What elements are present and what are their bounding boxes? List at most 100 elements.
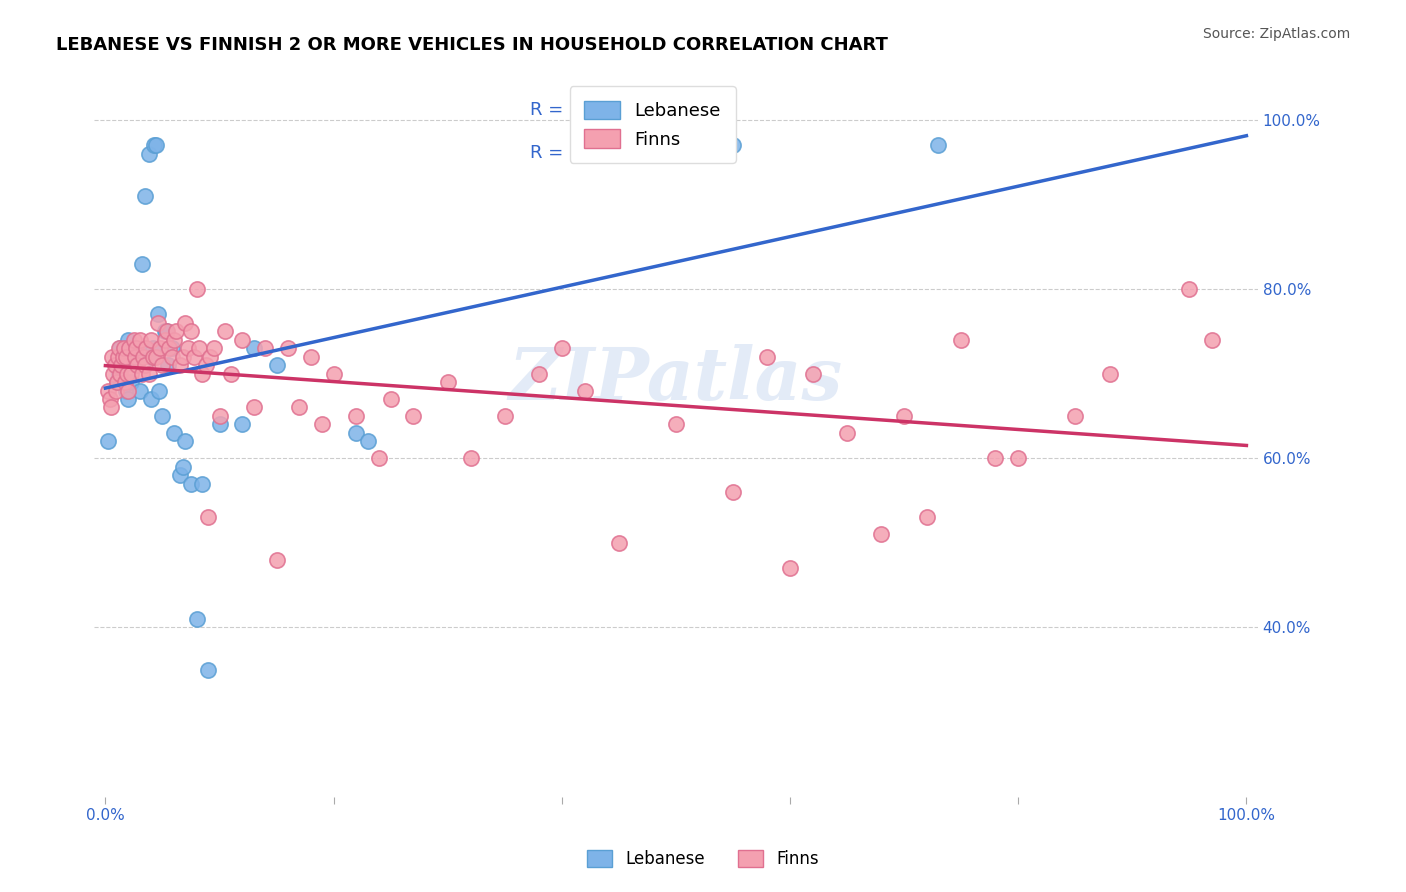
Point [122, 341, 145, 355]
Point [200, 350, 222, 364]
Point [527, 367, 550, 381]
Point [97, 434, 120, 449]
Point [112, 341, 135, 355]
Point [115, 367, 138, 381]
Point [172, 459, 194, 474]
Point [111, 358, 134, 372]
Point [107, 350, 129, 364]
Point [180, 324, 202, 338]
Point [299, 350, 322, 364]
Point [893, 409, 915, 423]
Point [380, 392, 402, 406]
Point [346, 425, 368, 440]
Point [322, 367, 344, 381]
Point [169, 468, 191, 483]
Text: LEBANESE VS FINNISH 2 OR MORE VEHICLES IN HOUSEHOLD CORRELATION CHART: LEBANESE VS FINNISH 2 OR MORE VEHICLES I… [56, 36, 889, 54]
Point [120, 375, 142, 389]
Point [134, 189, 156, 203]
Point [194, 358, 217, 372]
Point [368, 451, 391, 466]
Point [160, 341, 183, 355]
Point [142, 350, 165, 364]
Point [231, 333, 253, 347]
Point [145, 350, 167, 364]
Point [183, 350, 205, 364]
Point [186, 612, 208, 626]
Point [135, 341, 157, 355]
Point [115, 384, 138, 398]
Point [180, 476, 202, 491]
Text: R = 0.306   N = 45: R = 0.306 N = 45 [530, 101, 700, 119]
Point [100, 401, 122, 415]
Point [214, 324, 236, 338]
Point [139, 333, 162, 347]
Point [115, 350, 138, 364]
Point [122, 341, 145, 355]
Point [311, 417, 333, 432]
Point [139, 350, 162, 364]
Point [835, 425, 858, 440]
Point [169, 358, 191, 372]
Point [152, 358, 174, 372]
Point [105, 375, 128, 389]
Point [927, 138, 949, 153]
Point [191, 476, 214, 491]
Point [191, 367, 214, 381]
Point [122, 333, 145, 347]
Point [127, 350, 149, 364]
Text: ZIPatlas: ZIPatlas [509, 344, 844, 415]
Point [254, 341, 277, 355]
Point [165, 324, 187, 338]
Point [124, 350, 146, 364]
Point [114, 375, 136, 389]
Point [157, 358, 180, 372]
Point [143, 138, 166, 153]
Point [436, 375, 458, 389]
Point [202, 341, 225, 355]
Point [120, 367, 142, 381]
Point [574, 384, 596, 398]
Point [779, 561, 801, 575]
Point [110, 341, 132, 355]
Point [176, 341, 198, 355]
Point [103, 358, 125, 372]
Point [219, 367, 242, 381]
Point [242, 341, 264, 355]
Point [357, 434, 380, 449]
Point [160, 350, 183, 364]
Point [242, 401, 264, 415]
Point [118, 341, 141, 355]
Point [197, 663, 219, 677]
Point [494, 409, 516, 423]
Point [128, 384, 150, 398]
Point [607, 536, 630, 550]
Point [208, 417, 231, 432]
Point [163, 425, 186, 440]
Point [665, 417, 688, 432]
Point [146, 316, 169, 330]
Point [1064, 409, 1087, 423]
Point [108, 341, 131, 355]
Point [721, 485, 744, 500]
Point [756, 350, 779, 364]
Point [117, 384, 139, 398]
Point [266, 553, 288, 567]
Point [155, 324, 177, 338]
Point [117, 392, 139, 406]
Point [402, 409, 425, 423]
Point [801, 367, 824, 381]
Point [98, 392, 121, 406]
Point [127, 358, 149, 372]
Point [134, 358, 156, 372]
Text: R = 0.027   N = 94: R = 0.027 N = 94 [530, 144, 702, 162]
Point [108, 367, 131, 381]
Point [156, 324, 179, 338]
Point [208, 409, 231, 423]
Point [188, 341, 211, 355]
Point [117, 333, 139, 347]
Point [125, 341, 148, 355]
Point [174, 434, 197, 449]
Point [97, 384, 120, 398]
Point [138, 146, 160, 161]
Point [110, 367, 132, 381]
